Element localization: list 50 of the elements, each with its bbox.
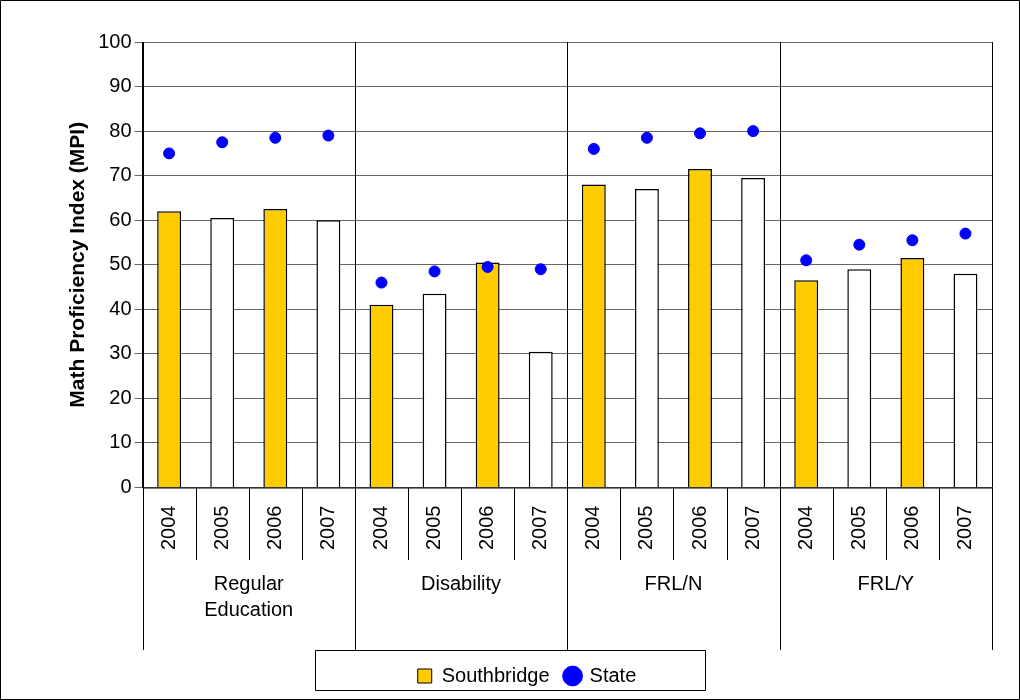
point (853, 238, 866, 251)
x-tick-label: 2006 (262, 505, 285, 551)
point (694, 127, 707, 140)
point (906, 234, 919, 247)
point (534, 263, 547, 276)
y-tick-label: 80 (109, 118, 132, 141)
point (481, 260, 494, 273)
point (375, 276, 388, 289)
x-tick-label: 2005 (846, 505, 869, 551)
x-tick-label: 2004 (793, 505, 816, 551)
point (163, 147, 176, 160)
point (428, 265, 441, 278)
x-tick-label: 2005 (209, 505, 232, 551)
legend-label: Southbridge (441, 663, 550, 686)
text: FRL/N (644, 571, 703, 594)
x-tick-label: 2007 (528, 505, 551, 551)
point (959, 227, 972, 240)
point (269, 131, 282, 144)
x-tick-label: 2007 (740, 505, 763, 551)
x-tick-label: 2004 (368, 505, 391, 551)
x-tick-label: 2004 (581, 505, 604, 551)
x-tick-label: 2005 (422, 505, 445, 551)
text: Regular Education (204, 571, 294, 620)
y-tick-label: 30 (109, 341, 132, 364)
y-tick-label: 100 (98, 29, 132, 52)
y-tick-label: 90 (109, 74, 132, 97)
x-tick-label: 2004 (156, 505, 179, 551)
point (322, 129, 335, 142)
y-tick-label: 50 (109, 252, 132, 275)
legend-label: State (589, 663, 637, 686)
point (640, 131, 653, 144)
y-tick-label: 0 (120, 475, 132, 498)
x-tick-label: 2007 (952, 505, 975, 551)
x-tick-label: 2007 (315, 505, 338, 551)
y-tick-label: 20 (109, 385, 132, 408)
y-tick-label: 40 (109, 296, 132, 319)
text: FRL/Y (857, 571, 915, 594)
point (800, 254, 813, 267)
y-tick-label: 10 (109, 430, 132, 453)
x-tick-label: 2006 (899, 505, 922, 551)
x-tick-label: 2005 (634, 505, 657, 551)
point (216, 136, 229, 149)
y-axis-title: Math Proficiency Index (MPI) (65, 121, 89, 408)
point (587, 142, 600, 155)
y-tick-label: 60 (109, 207, 132, 230)
y-tick-label: 70 (109, 163, 132, 186)
text: Disability (421, 571, 502, 594)
x-tick-label: 2006 (687, 505, 710, 551)
x-tick-label: 2006 (475, 505, 498, 551)
point (747, 125, 760, 138)
